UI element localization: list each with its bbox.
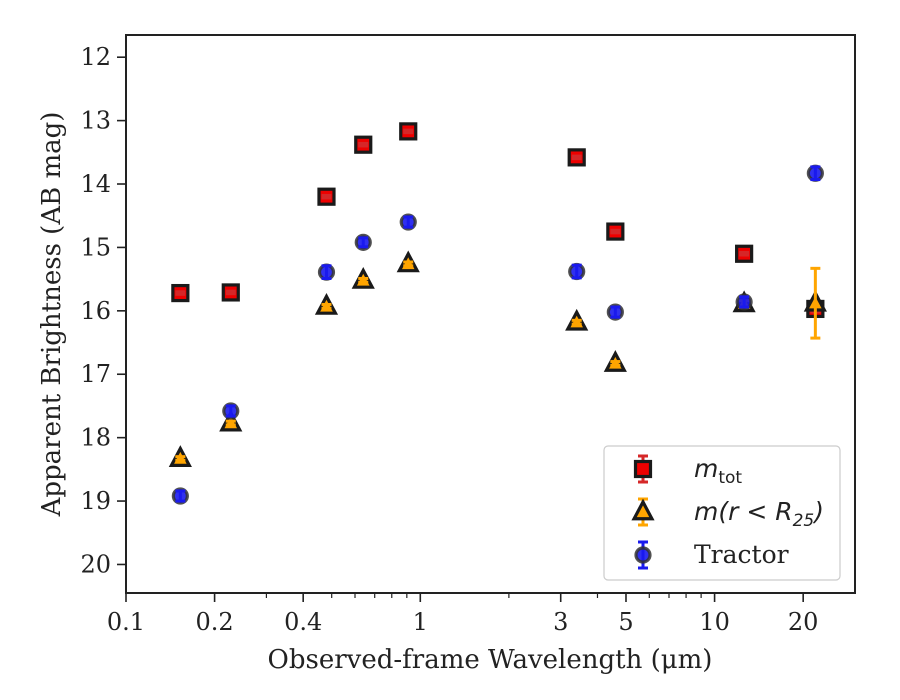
y-tick-label: 16	[80, 297, 111, 325]
plot-frame	[125, 34, 856, 594]
series-square-group	[171, 122, 825, 319]
y-tick-label: 19	[80, 487, 111, 515]
legend-label: Tractor	[694, 540, 789, 569]
y-tick-label: 13	[80, 107, 111, 135]
legend-entry: m(r < R25)	[631, 497, 824, 531]
legend-marker-circle	[634, 546, 652, 564]
x-tick-label: 0.2	[196, 608, 234, 636]
error-bar	[321, 193, 332, 200]
y-tick-label: 14	[80, 170, 111, 198]
error-bar	[225, 419, 236, 427]
x-tick-label: 0.1	[107, 608, 145, 636]
error-bar	[810, 165, 821, 182]
error-bar	[403, 260, 414, 268]
error-bar	[321, 302, 332, 310]
x-tick-label: 3	[553, 608, 568, 636]
error-bar	[739, 250, 750, 257]
error-bar	[175, 455, 186, 462]
error-bar	[225, 289, 236, 296]
error-bar	[610, 360, 621, 367]
legend-marker-square	[633, 459, 653, 479]
data-marks	[168, 122, 827, 505]
y-tick-label: 12	[80, 43, 111, 71]
x-axis-label: Observed-frame Wavelength (μm)	[268, 645, 713, 675]
error-bar	[571, 263, 582, 280]
error-bar	[175, 489, 186, 503]
legend-entry: Tractor	[634, 540, 789, 570]
error-bar	[610, 305, 621, 319]
error-bar	[739, 295, 750, 309]
legend-entry: mtot	[633, 454, 742, 488]
x-tick-label: 5	[618, 608, 633, 636]
error-bar	[175, 290, 186, 296]
x-tick-label: 10	[699, 608, 730, 636]
x-tick-label: 0.4	[284, 608, 322, 636]
error-bar	[403, 215, 414, 229]
error-bar	[358, 236, 369, 249]
x-tick-label: 1	[413, 608, 428, 636]
series-triangle-group	[168, 250, 827, 467]
y-tick-label: 20	[80, 550, 111, 578]
error-bar	[225, 404, 236, 418]
y-tick-label: 15	[80, 233, 111, 261]
legend-marker-triangle	[631, 498, 655, 521]
error-bar	[810, 266, 821, 340]
x-tick-label: 20	[788, 608, 819, 636]
y-axis-label: Apparent Brightness (AB mag)	[37, 112, 67, 518]
error-bar	[358, 141, 369, 148]
legend-label: m(r < R25)	[694, 497, 824, 531]
y-tick-label: 18	[80, 424, 111, 452]
legend: mtot m(r < R25) Tractor	[603, 445, 841, 581]
legend-label: mtot	[694, 454, 742, 488]
legend-box	[603, 445, 841, 581]
error-bar	[610, 228, 621, 235]
error-bar	[571, 318, 582, 326]
error-bar	[403, 128, 414, 135]
error-bar	[321, 264, 332, 280]
error-bar	[358, 276, 369, 284]
series-circle-group	[171, 164, 824, 505]
error-bar	[571, 154, 582, 161]
y-tick-label: 17	[80, 360, 111, 388]
